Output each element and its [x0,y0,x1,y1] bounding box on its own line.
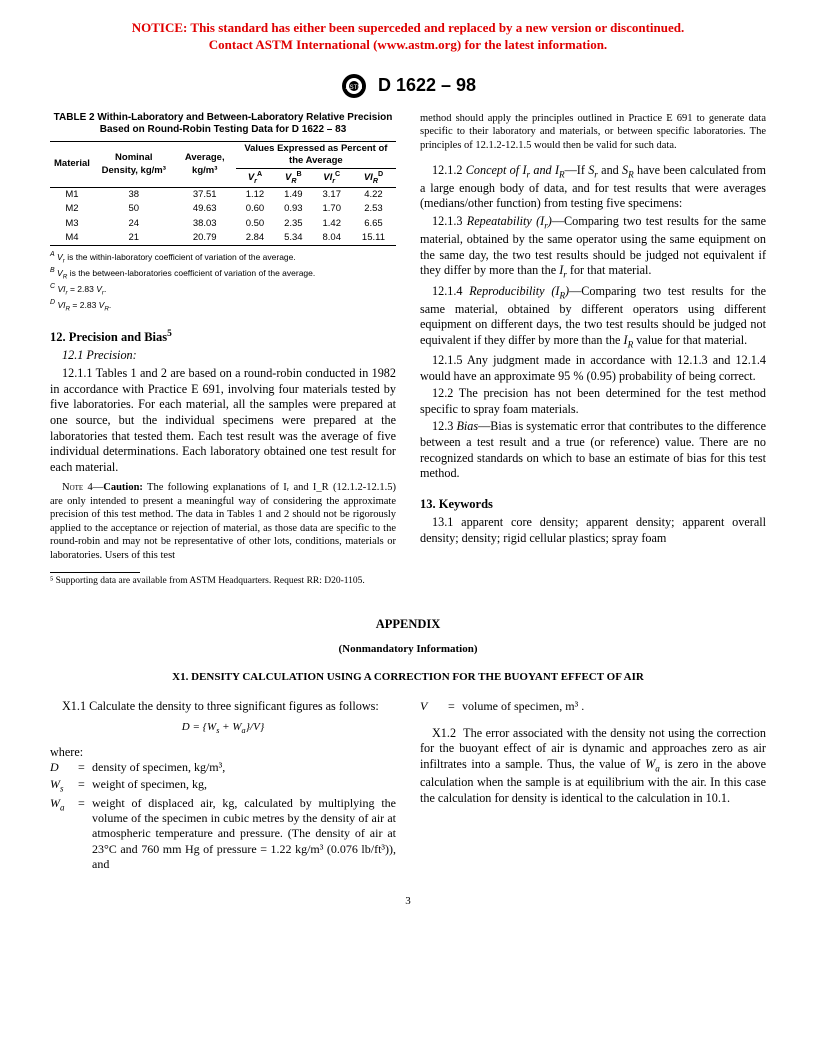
two-column-body: TABLE 2 Within-Laboratory and Between-La… [50,112,766,589]
where-block: where: D=density of specimen, kg/m³, Ws=… [50,745,396,873]
where-label: where: [50,745,396,761]
supporting-footnote: ⁵ Supporting data are available from AST… [50,576,396,588]
astm-logo-icon: ASTM [340,72,368,100]
note-4: Note 4—Caution: The following explanatio… [50,481,396,562]
col-vr: VrA [236,169,274,188]
appendix-two-col: X1.1 Calculate the density to three sign… [50,699,766,874]
formula: D = {Ws + Wa}/V} [50,720,396,737]
p-12-1: 12.1 Precision: [50,348,396,364]
p-12-1-3: 12.1.3 Repeatability (Ir)—Comparing two … [420,214,766,282]
left-column: TABLE 2 Within-Laboratory and Between-La… [50,112,396,589]
where-D: D=density of specimen, kg/m³, [50,760,396,775]
table-row: M25049.630.600.931.702.53 [50,202,396,216]
p-x1-2: X1.2 The error associated with the densi… [420,726,766,807]
notice-line1: NOTICE: This standard has either been su… [132,20,684,35]
content: TABLE 2 Within-Laboratory and Between-La… [0,112,816,958]
appendix-left: X1.1 Calculate the density to three sign… [50,699,396,874]
svg-text:ASTM: ASTM [346,85,363,91]
p-12-3: 12.3 Bias—Bias is systematic error that … [420,419,766,481]
p-12-1-2: 12.1.2 Concept of Ir and IR—If Sr and SR… [420,163,766,212]
col-nominal: Nominal Density, kg/m³ [94,141,174,187]
designation: D 1622 – 98 [378,75,476,96]
table2: Material Nominal Density, kg/m³ Average,… [50,141,396,246]
appendix-head: APPENDIX [50,616,766,632]
table-row: M13837.511.121.493.174.22 [50,188,396,203]
right-column: method should apply the principles outli… [420,112,766,589]
p-12-1-5: 12.1.5 Any judgment made in accordance w… [420,353,766,384]
p-12-1-1: 12.1.1 Tables 1 and 2 are based on a rou… [50,366,396,475]
section-12-head: 12. Precision and Bias5 [50,328,396,345]
p-x1-1: X1.1 Calculate the density to three sign… [50,699,396,715]
col-values-span: Values Expressed as Percent of the Avera… [236,141,396,168]
section-13-head: 13. Keywords [420,496,766,512]
p-12-2: 12.2 The precision has not been determin… [420,386,766,417]
page-number: 3 [50,894,766,908]
notice: NOTICE: This standard has either been su… [0,0,816,62]
col-material: Material [50,141,94,187]
appendix-x1-title: X1. DENSITY CALCULATION USING A CORRECTI… [50,670,766,684]
table2-title: TABLE 2 Within-Laboratory and Between-La… [50,112,396,137]
note-4-cont: method should apply the principles outli… [420,112,766,152]
notice-line2: Contact ASTM International (www.astm.org… [209,37,607,52]
table2-footnotes: A Vr is the within-laboratory coefficien… [50,250,396,314]
where-V: V=volume of specimen, m³ . [420,699,766,714]
fn-b: is the between-laboratories coefficient … [70,268,316,278]
p-13-1: 13.1 apparent core density; apparent den… [420,515,766,546]
p-12-1-4: 12.1.4 Reproducibility (IR)—Comparing tw… [420,284,766,352]
col-viR: VIRD [351,169,396,188]
page: NOTICE: This standard has either been su… [0,0,816,958]
where-Ws: Ws=weight of specimen, kg, [50,777,396,795]
col-vir: VIrC [313,169,351,188]
footnote-rule [50,572,140,573]
table-row: M32438.030.502.351.426.65 [50,217,396,231]
col-average: Average, kg/m³ [174,141,236,187]
table-row: M42120.792.845.348.0415.11 [50,231,396,246]
fn-a: is the within-laboratory coefficient of … [67,252,296,262]
where-Wa: Wa=weight of displaced air, kg, calculat… [50,796,396,873]
col-vR: VRB [274,169,312,188]
appendix-sub: (Nonmandatory Information) [50,642,766,656]
appendix-right: V=volume of specimen, m³ . X1.2 The erro… [420,699,766,874]
doc-header: ASTM D 1622 – 98 [0,72,816,100]
